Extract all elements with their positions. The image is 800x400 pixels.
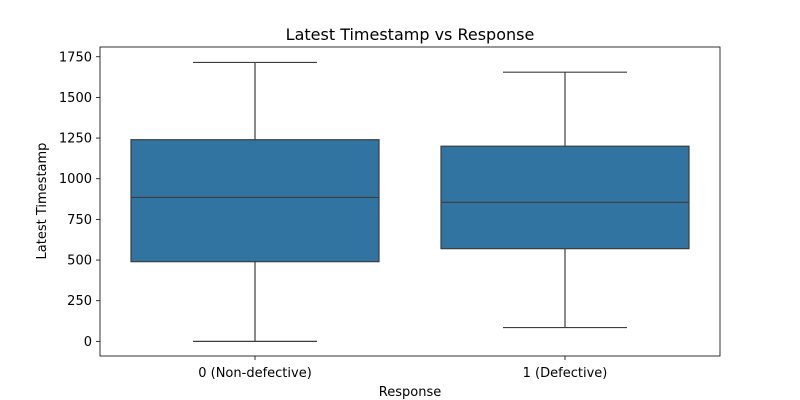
iqr-box — [440, 145, 690, 250]
chart-title: Latest Timestamp vs Response — [286, 25, 535, 44]
box-group — [130, 61, 380, 342]
x-axis-label: Response — [379, 385, 441, 400]
y-tick-label: 1250 — [59, 132, 92, 147]
iqr-box — [130, 139, 380, 263]
y-tick-label: 1500 — [59, 91, 92, 106]
x-tick-label: 0 (Non-defective) — [198, 366, 312, 381]
box-group — [440, 71, 690, 329]
plot-area — [130, 61, 690, 342]
y-tick-label: 250 — [67, 294, 92, 309]
plot-frame — [99, 46, 721, 357]
y-tick-label: 1000 — [59, 172, 92, 187]
y-tick-label: 0 — [84, 335, 92, 350]
y-tick-label: 1750 — [59, 50, 92, 65]
x-axis: 0 (Non-defective) 1 (Defective) — [198, 356, 607, 381]
y-axis: 0 250 500 750 1000 1250 1500 1750 — [59, 50, 100, 350]
y-tick-label: 500 — [67, 254, 92, 269]
x-tick-label: 1 (Defective) — [523, 366, 608, 381]
y-axis-label: Latest Timestamp — [35, 143, 50, 260]
y-tick-label: 750 — [67, 213, 92, 228]
